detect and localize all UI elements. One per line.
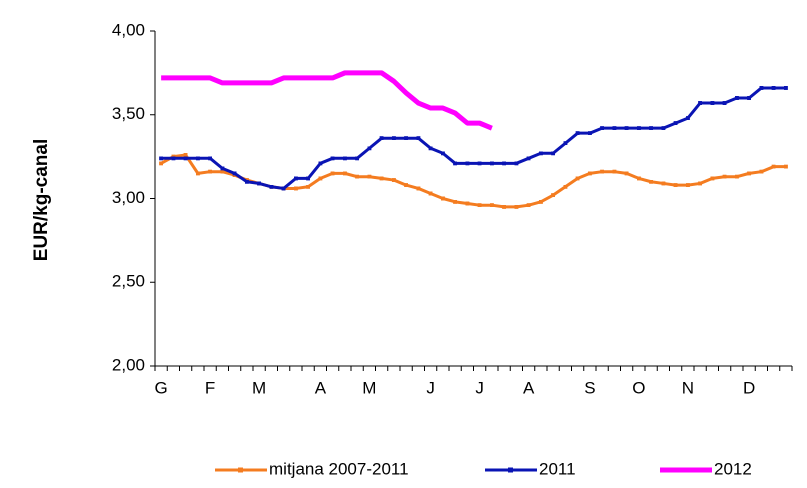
y-axis-title: EUR/kg-canal bbox=[31, 139, 52, 261]
y-tick-label: 2,50 bbox=[112, 272, 145, 291]
legend-marker bbox=[508, 467, 513, 473]
x-tick-label: O bbox=[632, 378, 645, 397]
legend-label: mitjana 2007-2011 bbox=[269, 459, 409, 478]
legend-marker bbox=[238, 467, 243, 473]
legend-label: 2012 bbox=[714, 459, 752, 478]
x-tick-label: J bbox=[475, 378, 484, 397]
x-tick-label: F bbox=[205, 378, 215, 397]
x-tick-label: G bbox=[155, 378, 168, 397]
y-tick-label: 3,50 bbox=[112, 104, 145, 123]
x-tick-label: A bbox=[315, 378, 327, 397]
x-tick-label: D bbox=[743, 378, 755, 397]
x-tick-label: M bbox=[252, 378, 266, 397]
y-tick-label: 4,00 bbox=[112, 20, 145, 39]
x-tick-label: N bbox=[682, 378, 694, 397]
x-tick-label: A bbox=[523, 378, 535, 397]
series-line bbox=[159, 85, 788, 191]
x-tick-label: M bbox=[362, 378, 376, 397]
x-tick-label: J bbox=[426, 378, 435, 397]
series-line bbox=[161, 70, 493, 131]
y-tick-label: 3,00 bbox=[112, 188, 145, 207]
y-tick-label: 2,00 bbox=[112, 355, 145, 374]
legend-label: 2011 bbox=[539, 459, 576, 478]
x-tick-label: S bbox=[584, 378, 595, 397]
